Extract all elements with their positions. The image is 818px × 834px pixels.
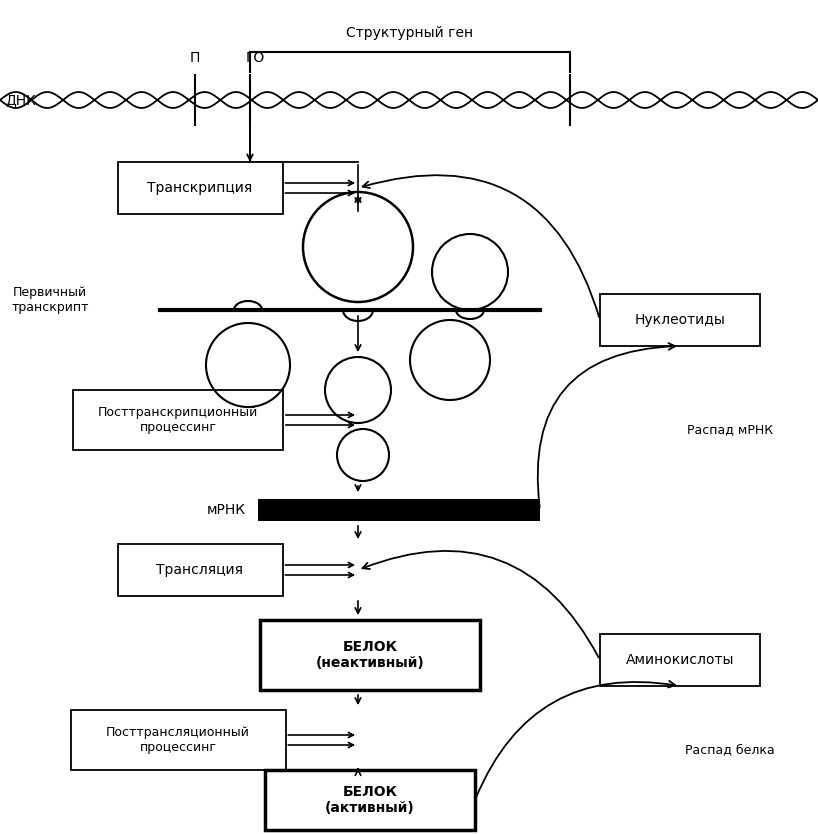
Text: Транскрипция: Транскрипция [147, 181, 253, 195]
Bar [265, 770, 475, 830]
Bar [260, 620, 480, 690]
Text: БЕЛОК
(неактивный): БЕЛОК (неактивный) [316, 640, 425, 670]
Bar [600, 634, 760, 686]
Text: мРНК: мРНК [207, 503, 246, 517]
Text: ДНК: ДНК [5, 93, 36, 107]
Text: Посттрансляционный
процессинг: Посттрансляционный процессинг [106, 726, 250, 754]
Text: Структурный ген: Структурный ген [347, 26, 474, 40]
Bar [118, 544, 282, 596]
Bar [70, 710, 285, 770]
Text: Первичный
транскрипт: Первичный транскрипт [11, 286, 88, 314]
Bar [73, 390, 283, 450]
Text: Нуклеотиды: Нуклеотиды [635, 313, 726, 327]
Text: П: П [190, 51, 200, 65]
Text: Посттранскрипционный
процессинг: Посттранскрипционный процессинг [98, 406, 258, 434]
Text: Распад мРНК: Распад мРНК [687, 424, 773, 436]
Bar [600, 294, 760, 346]
Text: Трансляция: Трансляция [156, 563, 244, 577]
Text: БЕЛОК
(активный): БЕЛОК (активный) [325, 785, 415, 815]
Bar [258, 499, 540, 521]
Text: Распад белка: Распад белка [685, 743, 775, 756]
Text: ГО: ГО [245, 51, 265, 65]
Bar [118, 162, 282, 214]
Text: Аминокислоты: Аминокислоты [626, 653, 735, 667]
